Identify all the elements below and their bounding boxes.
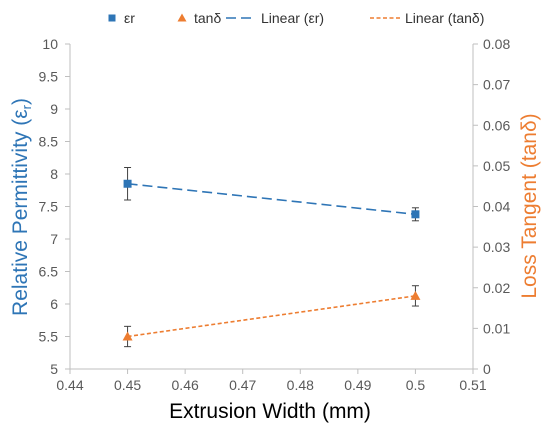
y-axis-left-title-close: ) <box>9 98 32 105</box>
y-right-tick-label: 0.06 <box>483 117 510 133</box>
trendline-0 <box>127 182 416 216</box>
legend-triangle-icon <box>177 13 187 22</box>
y-axis-left-title-main: Relative Permittivity (ε <box>9 109 32 316</box>
y-left-tick-label: 7 <box>50 231 58 247</box>
legend-square-icon <box>108 14 116 22</box>
y-right-tick-label: 0.05 <box>483 158 510 174</box>
point-square-0-0 <box>123 179 132 188</box>
y-left-tick-label: 5 <box>50 361 58 377</box>
y-left-tick-label: 10 <box>42 36 58 52</box>
legend-label: tanδ <box>194 10 221 26</box>
legend-item-3: Linear (tanδ) <box>370 10 484 26</box>
y-right-tick-label: 0 <box>483 361 491 377</box>
y-left-tick-label: 6 <box>50 296 58 312</box>
axis-labels: Extrusion Width (mm) Relative Permittivi… <box>9 98 541 423</box>
x-tick-label: 0.5 <box>406 377 426 393</box>
y-left-tick-label: 5.5 <box>39 329 59 345</box>
y-axis-right-title: Loss Tangent (tanδ) <box>518 113 541 298</box>
y-left-tick-label: 8.5 <box>39 134 59 150</box>
trendlines <box>127 182 416 338</box>
point-triangle-1-0 <box>122 331 133 341</box>
trendline-1 <box>127 295 416 338</box>
y-right-tick-label: 0.03 <box>483 239 510 255</box>
y-right-tick-label: 0.04 <box>483 199 510 215</box>
error-bars <box>124 167 419 348</box>
axes: 0.44 0.45 0.46 0.47 0.48 0.49 0.5 0.51 5 5.5 6 6.5 7… <box>39 36 511 393</box>
data-points <box>122 179 421 341</box>
y-right-tick-label: 0.07 <box>483 77 510 93</box>
x-tick-label: 0.49 <box>344 377 371 393</box>
point-triangle-1-1 <box>410 290 421 300</box>
legend-label: Linear (tanδ) <box>405 10 484 26</box>
legend: εr tanδ Linear (εr) Linear (tanδ) <box>108 10 484 26</box>
x-tick-label: 0.51 <box>459 377 486 393</box>
x-tick-label: 0.48 <box>287 377 314 393</box>
legend-label: εr <box>124 10 135 26</box>
x-tick-label: 0.45 <box>114 377 141 393</box>
y-left-tick-label: 7.5 <box>39 199 59 215</box>
x-tick-label: 0.47 <box>229 377 256 393</box>
y-left-tick-label: 6.5 <box>39 264 59 280</box>
y-left-tick-label: 9 <box>50 101 58 117</box>
x-tick-label: 0.46 <box>172 377 199 393</box>
y-left-tick-label: 8 <box>50 166 58 182</box>
y-right-tick-label: 0.02 <box>483 280 510 296</box>
legend-item-1: tanδ <box>177 10 221 26</box>
legend-item-2: Linear (εr) <box>226 10 324 26</box>
point-square-0-1 <box>411 210 420 219</box>
y-right-tick-label: 0.08 <box>483 36 510 52</box>
y-axis-left-title: Relative Permittivity (εr) <box>9 98 34 316</box>
legend-label: Linear (εr) <box>261 10 324 26</box>
x-tick-label: 0.44 <box>56 377 83 393</box>
y-right-tick-label: 0.01 <box>483 320 510 336</box>
x-axis-title: Extrusion Width (mm) <box>169 400 371 423</box>
y-left-tick-label: 9.5 <box>39 69 59 85</box>
y-axis-left-title-sub: r <box>19 104 34 109</box>
legend-item-0: εr <box>108 10 135 26</box>
